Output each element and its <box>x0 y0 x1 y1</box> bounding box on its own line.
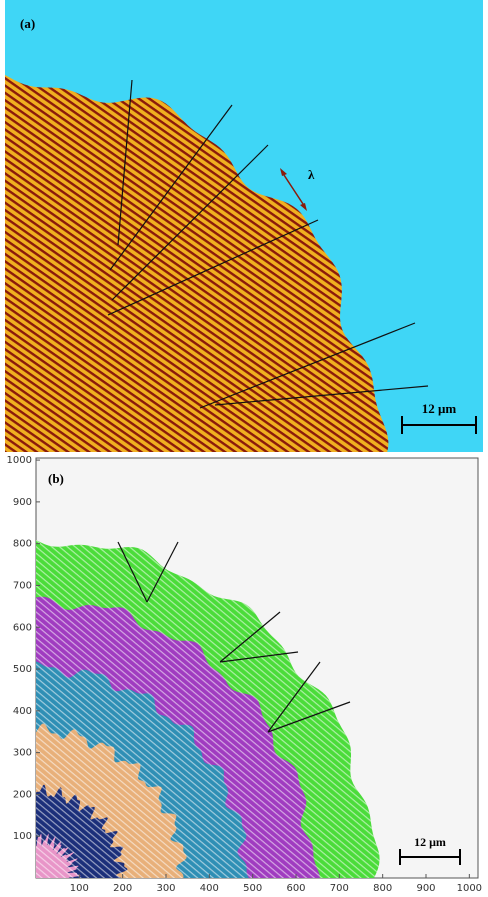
panel-b: 12 μm (b) 100 200 300 400 500 600 700 800 900 100… <box>7 455 483 894</box>
x-tick-label: 800 <box>373 883 392 894</box>
x-tick-label: 200 <box>113 883 132 894</box>
x-tick-label: 300 <box>156 883 175 894</box>
panel-label: (b) <box>48 471 64 486</box>
y-tick-label: 700 <box>13 580 32 591</box>
x-tick-label: 100 <box>70 883 89 894</box>
y-tick-label: 600 <box>13 622 32 633</box>
y-tick-label: 900 <box>13 497 32 508</box>
scale-bar-label: 12 μm <box>414 835 446 849</box>
y-tick-label: 1000 <box>7 455 32 466</box>
x-tick-label: 900 <box>416 883 435 894</box>
y-tick-label: 200 <box>13 789 32 800</box>
y-tick-label: 400 <box>13 706 32 717</box>
x-tick-label: 1000 <box>457 883 482 894</box>
panel-a: (a) λ 12 μm <box>5 0 483 452</box>
x-tick-label: 400 <box>200 883 219 894</box>
figure: (a) λ 12 μm 12 μm (b) 100 200 300 400 500 600… <box>0 0 488 897</box>
y-tick-label: 300 <box>13 748 32 759</box>
panel-label: (a) <box>20 16 35 31</box>
lambda-label: λ <box>308 167 315 182</box>
y-tick-label: 800 <box>13 539 32 550</box>
scale-bar-label: 12 μm <box>422 401 457 416</box>
x-tick-label: 500 <box>243 883 262 894</box>
y-tick-label: 500 <box>13 664 32 675</box>
y-tick-label: 100 <box>13 831 32 842</box>
x-tick-label: 700 <box>330 883 349 894</box>
x-tick-label: 600 <box>286 883 305 894</box>
